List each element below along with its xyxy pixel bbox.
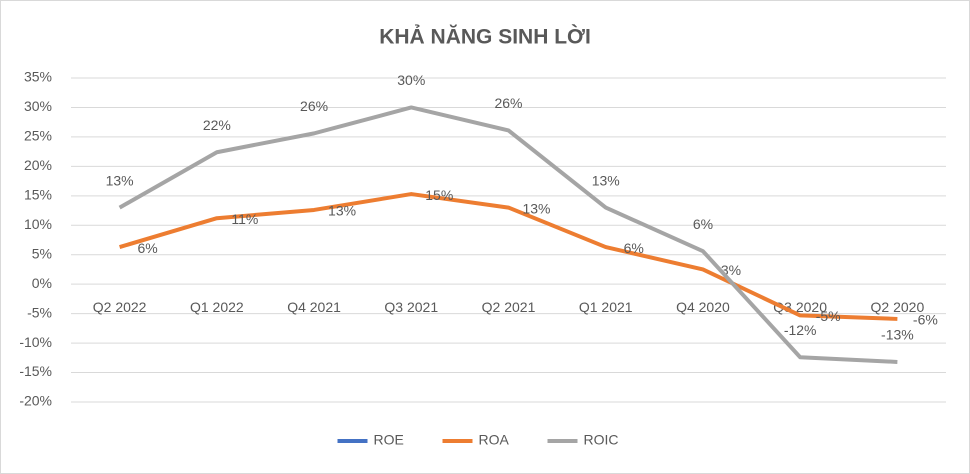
data-label: 15% bbox=[425, 187, 453, 203]
y-tick-label: -10% bbox=[19, 334, 52, 350]
data-label: -6% bbox=[913, 312, 938, 328]
data-label: 11% bbox=[231, 211, 258, 227]
data-label: -5% bbox=[816, 308, 841, 324]
data-label: 6% bbox=[137, 240, 157, 256]
legend-label: ROA bbox=[479, 432, 510, 448]
data-label: 6% bbox=[693, 216, 713, 232]
y-tick-label: 30% bbox=[24, 98, 52, 114]
data-label: 30% bbox=[397, 72, 425, 88]
data-label: -13% bbox=[881, 327, 914, 343]
x-tick-label: Q2 2021 bbox=[482, 299, 536, 315]
x-tick-label: Q3 2021 bbox=[384, 299, 438, 315]
series-line bbox=[119, 192, 898, 321]
y-tick-label: 20% bbox=[24, 157, 52, 173]
data-label: 22% bbox=[203, 117, 231, 133]
legend-label: ROIC bbox=[584, 432, 619, 448]
data-label: 13% bbox=[328, 203, 356, 219]
data-label: 26% bbox=[494, 95, 522, 111]
y-tick-label: 10% bbox=[24, 216, 52, 232]
legend-label: ROE bbox=[374, 432, 404, 448]
data-label: 6% bbox=[624, 240, 644, 256]
x-tick-label: Q4 2020 bbox=[676, 299, 730, 315]
chart-title: KHẢ NĂNG SINH LỜI bbox=[379, 25, 591, 49]
data-label: -12% bbox=[784, 322, 817, 338]
y-tick-label: 25% bbox=[24, 128, 52, 144]
x-tick-label: Q4 2021 bbox=[287, 299, 341, 315]
y-tick-label: 0% bbox=[32, 275, 52, 291]
x-tick-label: Q1 2022 bbox=[190, 299, 244, 315]
data-label: 13% bbox=[522, 200, 550, 216]
data-label: 26% bbox=[300, 98, 328, 114]
y-tick-label: -15% bbox=[19, 363, 52, 379]
x-tick-label: Q1 2021 bbox=[579, 299, 633, 315]
series-line bbox=[118, 105, 898, 364]
data-label: 13% bbox=[592, 172, 620, 188]
y-tick-label: -5% bbox=[27, 304, 52, 320]
y-tick-label: 15% bbox=[24, 187, 52, 203]
x-tick-label: Q2 2022 bbox=[93, 299, 147, 315]
y-tick-label: 35% bbox=[24, 69, 52, 85]
x-tick-label: Q2 2020 bbox=[871, 299, 925, 315]
y-tick-label: 5% bbox=[32, 245, 52, 261]
y-tick-label: -20% bbox=[19, 393, 52, 409]
data-label: 13% bbox=[106, 172, 134, 188]
